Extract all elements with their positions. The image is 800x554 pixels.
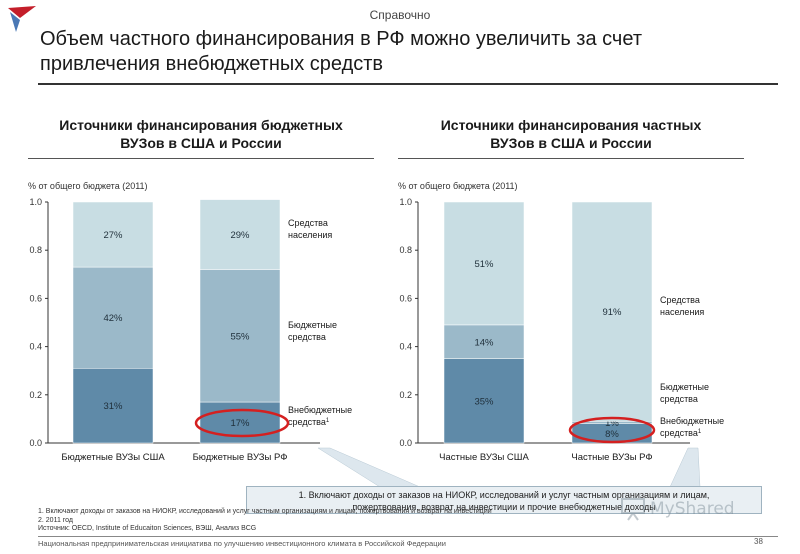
y-tick-label: 1.0 — [29, 197, 42, 207]
footer-divider — [38, 536, 778, 537]
legend-label: населения — [660, 307, 704, 317]
y-tick-label: 0.0 — [29, 438, 42, 448]
data-label: 27% — [103, 230, 123, 241]
legend-label: Средства — [660, 295, 700, 305]
y-tick-label: 0.8 — [399, 245, 412, 255]
footnote-callout: 1. Включают доходы от заказов на НИОКР, … — [246, 486, 762, 514]
data-label: 14% — [474, 337, 494, 348]
chart-left-unit-label: % от общего бюджета (2011) — [28, 181, 148, 191]
logo-blue-shape — [10, 12, 20, 32]
data-label: 35% — [474, 396, 494, 407]
highlight-ellipse-left — [194, 408, 290, 438]
chart-left-heading-line2: ВУЗов в США и России — [120, 135, 282, 151]
footnote-source: Источник: OECD, Institute of Educaiton S… — [38, 525, 257, 532]
chart-right-heading-line1: Источники финансирования частных — [440, 117, 702, 133]
bar-segment-budget — [443, 324, 525, 359]
data-label: 91% — [602, 307, 622, 318]
watermark: MyShared — [620, 496, 750, 522]
chart-right-heading-rule — [398, 158, 744, 159]
watermark-text: MyShared — [650, 499, 735, 519]
data-label: 29% — [230, 230, 250, 241]
footer-text: Национальная предпринимательская инициат… — [38, 539, 446, 548]
legend-label: населения — [288, 230, 332, 240]
footnote-callout-line1: 1. Включают доходы от заказов на НИОКР, … — [298, 490, 710, 500]
x-category-label: Бюджетные ВУЗы США — [61, 452, 165, 463]
page-number: 38 — [754, 537, 763, 546]
data-label: 55% — [230, 331, 250, 342]
chart-left-heading-rule — [28, 158, 374, 159]
footnote-line2: 2. 2011 год — [38, 516, 74, 524]
chart-left-heading: Источники финансирования бюджетных ВУЗов… — [28, 116, 374, 152]
reference-label: Справочно — [369, 8, 431, 22]
title-divider — [38, 83, 778, 85]
x-category-label: Частные ВУЗы РФ — [571, 452, 652, 463]
x-category-label: Бюджетные ВУЗы РФ — [193, 452, 288, 463]
y-tick-label: 0.2 — [29, 390, 42, 400]
data-label: 51% — [474, 259, 494, 270]
y-tick-label: 0.4 — [399, 342, 412, 352]
legend-label: Внебюджетные — [660, 416, 724, 426]
chart-left-heading-line1: Источники финансирования бюджетных — [59, 117, 343, 133]
y-tick-label: 0.4 — [29, 342, 42, 352]
bar-segment-budget — [72, 266, 154, 369]
data-label: 42% — [103, 313, 123, 324]
chart-right-heading: Источники финансирования частных ВУЗов в… — [398, 116, 744, 152]
callout-pointer-left — [317, 447, 421, 488]
footnote-line1: 1. Включают доходы от заказов на НИОКР, … — [38, 508, 492, 515]
page-title-line1: Объем частного финансирования в РФ можно… — [40, 28, 642, 50]
logo-red-shape — [8, 6, 36, 18]
legend-label: средства1 — [660, 428, 702, 438]
chart-right-unit-label: % от общего бюджета (2011) — [398, 181, 518, 191]
y-tick-label: 0.2 — [399, 390, 412, 400]
bar-segment-population — [199, 199, 281, 270]
presentation-icon — [621, 498, 645, 521]
callout-pointer-right — [669, 447, 701, 488]
legend-label: Бюджетные — [288, 320, 337, 330]
footnote-callout-line2: пожертвования, возврат на инвестиции и п… — [352, 502, 656, 512]
y-tick-label: 0.8 — [29, 245, 42, 255]
x-category-label: Частные ВУЗы США — [439, 452, 529, 463]
chart-right-heading-line2: ВУЗов в США и России — [490, 135, 652, 151]
legend-label: Средства — [288, 218, 328, 228]
bar-segment-population — [571, 201, 653, 422]
data-label: 1% — [605, 418, 619, 429]
bar-segment-budget — [199, 269, 281, 403]
y-tick-label: 1.0 — [399, 197, 412, 207]
data-label: 8% — [605, 429, 619, 440]
bar-segment-population — [72, 201, 154, 268]
bar-segment-population — [443, 201, 525, 326]
highlight-ellipse-right — [568, 416, 656, 444]
bar-segment-extra — [443, 358, 525, 444]
page-title-line2: привлечения внебюджетных средств — [40, 53, 384, 75]
y-tick-label: 0.6 — [399, 293, 412, 303]
data-label: 31% — [103, 401, 123, 412]
page-title: Объем частного финансирования в РФ можно… — [40, 27, 780, 77]
legend-label: Бюджетные — [660, 382, 709, 392]
footnotes: 1. Включают доходы от заказов на НИОКР, … — [38, 508, 598, 534]
legend-label: Внебюджетные — [288, 405, 352, 415]
legend-label: средства — [288, 332, 326, 342]
y-tick-label: 0.6 — [29, 293, 42, 303]
data-label: 17% — [230, 418, 250, 429]
y-tick-label: 0.0 — [399, 438, 412, 448]
legend-label: средства — [660, 394, 698, 404]
company-logo — [8, 6, 36, 32]
legend-label: средства1 — [288, 417, 330, 427]
bar-segment-extra — [72, 368, 154, 444]
